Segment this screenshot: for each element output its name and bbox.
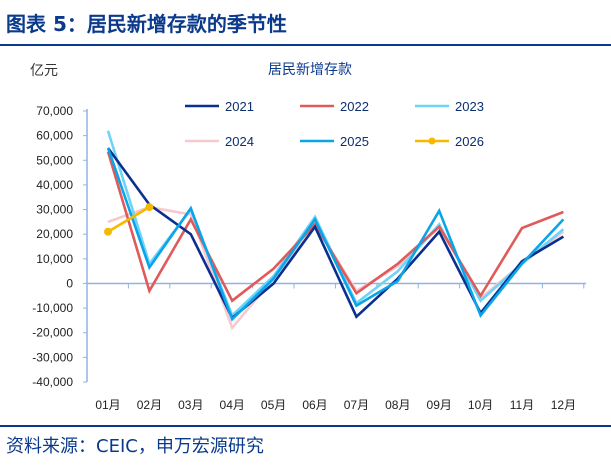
- data-point-2026: [145, 203, 154, 212]
- x-tick-label: 11月: [510, 398, 534, 412]
- x-tick-label: 05月: [261, 398, 286, 412]
- x-tick-label: 04月: [220, 398, 245, 412]
- y-tick-label: 40,000: [36, 178, 73, 192]
- y-tick-label: 60,000: [36, 129, 73, 143]
- legend-label: 2022: [340, 99, 369, 114]
- y-tick-label: -30,000: [32, 350, 73, 364]
- legend-label: 2026: [455, 134, 484, 149]
- y-axis-label: 亿元: [30, 62, 58, 78]
- source-note: 资料来源：CEIC，申万宏源研究: [6, 436, 264, 457]
- y-tick-label: 0: [66, 276, 73, 290]
- x-tick-label: 12月: [551, 398, 576, 412]
- x-tick-label: 07月: [344, 398, 369, 412]
- y-tick-label: -10,000: [32, 301, 73, 315]
- legend-label: 2023: [455, 99, 484, 114]
- x-tick-label: 03月: [178, 398, 203, 412]
- series-line-2025: [106, 147, 565, 322]
- data-point-2026: [104, 227, 112, 236]
- chart-title: 居民新增存款: [268, 61, 352, 77]
- series-line-2021: [106, 147, 565, 320]
- divider: [0, 425, 611, 427]
- x-tick-label: 10月: [468, 398, 493, 412]
- legend-marker: [428, 137, 436, 145]
- x-tick-label: 08月: [385, 398, 410, 412]
- x-tick-label: 06月: [302, 398, 327, 412]
- y-tick-label: 50,000: [36, 153, 73, 167]
- y-tick-label: -20,000: [32, 326, 73, 340]
- x-tick-label: 09月: [427, 398, 452, 412]
- divider: [0, 44, 611, 46]
- series-line-2026: [107, 205, 151, 233]
- x-tick-label: 01月: [95, 398, 120, 412]
- y-tick-label: 70,000: [36, 104, 73, 118]
- x-tick-label: 02月: [137, 398, 162, 412]
- y-tick-label: 30,000: [36, 203, 73, 217]
- y-tick-label: -40,000: [32, 375, 73, 389]
- legend-label: 2024: [225, 134, 254, 149]
- legend-label: 2025: [340, 134, 369, 149]
- legend-label: 2021: [225, 99, 254, 114]
- figure-title: 图表 5：居民新增存款的季节性: [6, 12, 287, 36]
- y-tick-label: 10,000: [36, 252, 73, 266]
- y-tick-label: 20,000: [36, 227, 73, 241]
- series-line-2022: [106, 151, 564, 303]
